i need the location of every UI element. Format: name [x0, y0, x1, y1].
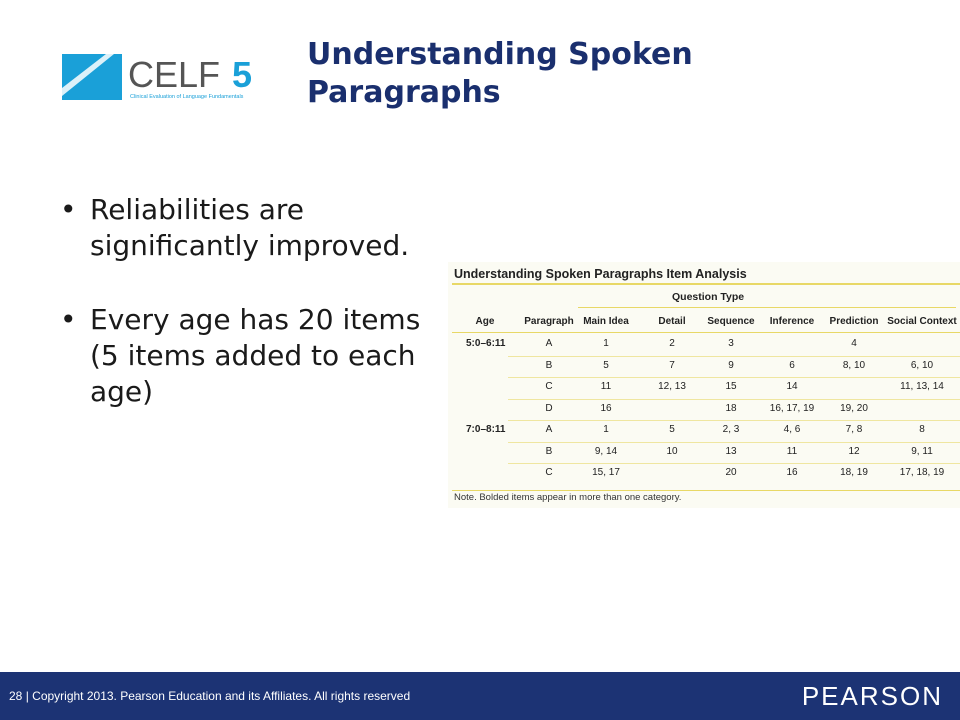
logo-wordmark: CELF: [128, 54, 220, 95]
row-divider: [508, 355, 960, 357]
column-header-main-idea: Main Idea: [583, 316, 629, 327]
table-cell-prediction: 12: [848, 445, 860, 457]
table-cell-inference: 11: [786, 445, 798, 457]
table-cell-main-idea: 1: [603, 424, 609, 435]
row-divider: [508, 463, 960, 464]
table-cell-social-context: 17, 18, 19: [899, 467, 945, 478]
table-cell-main-idea: 15, 17: [592, 467, 620, 478]
celf5-logo-graphic: CELF 5 Clinical Evaluation of Language F…: [62, 54, 252, 100]
table-cell-paragraph: B: [545, 445, 553, 457]
row-divider: [508, 441, 960, 443]
table-title: Understanding Spoken Paragraphs Item Ana…: [454, 267, 747, 281]
table-cell-sequence: 3: [728, 338, 734, 349]
bullet-item: • Reliabilities are significantly improv…: [58, 192, 428, 264]
table-cell-sequence: 20: [725, 467, 737, 478]
table-cell-paragraph: C: [545, 381, 553, 392]
table-cell-detail: 10: [666, 445, 678, 457]
bullet-text: Reliabilities are significantly improved…: [90, 193, 410, 262]
pearson-logo: PEARSON: [801, 681, 943, 711]
table-cell-prediction: 19, 20: [840, 402, 868, 414]
table-cell-inference: 16, 17, 19: [769, 402, 815, 414]
column-header-social-context: Social Context: [887, 316, 957, 327]
table-cell-main-idea: 9, 14: [594, 445, 618, 457]
footer-copyright: 28 | Copyright 2013. Pearson Education a…: [9, 689, 410, 703]
table-cell-paragraph: A: [545, 424, 553, 435]
table-cell-inference: 14: [786, 381, 798, 392]
item-analysis-table: Understanding Spoken Paragraphs Item Ana…: [448, 262, 960, 508]
table-cell-inference: 16: [786, 467, 798, 478]
table-cell-inference: 4, 6: [783, 424, 801, 435]
table-cell-main-idea: 1: [603, 338, 609, 349]
table-cell-detail: 12, 13: [658, 381, 686, 392]
column-header-detail: Detail: [658, 316, 686, 327]
column-header-inference: Inference: [769, 316, 815, 327]
table-cell-social-context: 9, 11: [911, 445, 933, 457]
table-cell-prediction: 7, 8: [845, 424, 863, 435]
table-cell-prediction: 8, 10: [842, 359, 866, 371]
bullet-icon: •: [60, 303, 77, 336]
celf5-logo: CELF 5 Clinical Evaluation of Language F…: [62, 52, 267, 104]
copyright-text: | Copyright 2013. Pearson Education and …: [25, 689, 411, 703]
column-header-paragraph: Paragraph: [524, 316, 574, 327]
slide-title: Understanding Spoken Paragraphs: [307, 37, 693, 110]
table-cell-age: 5:0–6:11: [466, 338, 506, 349]
table-cell-sequence: 15: [725, 381, 737, 392]
row-divider: [508, 420, 960, 421]
column-header-age: Age: [475, 316, 495, 327]
table-cell-detail: 5: [669, 424, 675, 435]
table-cell-prediction: 4: [851, 338, 857, 349]
table-cell-paragraph: B: [545, 359, 553, 371]
bullet-list: • Reliabilities are significantly improv…: [58, 192, 428, 448]
table-cell-sequence: 18: [725, 402, 737, 414]
row-divider: [508, 377, 960, 378]
column-header-prediction: Prediction: [829, 316, 879, 327]
bullet-icon: •: [60, 193, 77, 226]
table-rule: [452, 490, 960, 491]
table-cell-main-idea: 16: [600, 402, 612, 414]
table-cell-social-context: 6, 10: [910, 359, 934, 371]
logo-tagline: Clinical Evaluation of Language Fundamen…: [130, 94, 244, 100]
table-cell-prediction: 18, 19: [840, 467, 868, 478]
table-rule: [452, 283, 960, 285]
row-divider: [508, 398, 960, 400]
table-cell-main-idea: 5: [603, 359, 609, 371]
table-cell-age: 7:0–8:11: [466, 424, 506, 435]
table-cell-social-context: 11, 13, 14: [900, 381, 944, 392]
table-cell-detail: 7: [669, 359, 675, 371]
table-cell-sequence: 2, 3: [722, 424, 740, 435]
table-cell-paragraph: C: [545, 467, 553, 478]
table-cell-sequence: 9: [728, 359, 734, 371]
footer-bar: 28 | Copyright 2013. Pearson Education a…: [0, 672, 960, 720]
table-cell-social-context: 8: [919, 424, 925, 435]
bullet-text: Every age has 20 items (5 items added to…: [90, 303, 421, 408]
table-note: Note. Bolded items appear in more than o…: [454, 492, 682, 503]
question-type-header: Question Type: [672, 291, 745, 303]
column-header-sequence: Sequence: [707, 316, 755, 327]
table-rule: [578, 307, 956, 308]
table-cell-inference: 6: [789, 359, 795, 371]
table-cell-sequence: 13: [725, 445, 737, 457]
table-cell-paragraph: A: [545, 338, 553, 349]
table-cell-detail: 2: [669, 338, 675, 349]
page-number: 28: [9, 689, 23, 703]
table-cell-paragraph: D: [545, 402, 553, 414]
table-rule: [452, 332, 960, 333]
bullet-item: • Every age has 20 items (5 items added …: [58, 302, 428, 410]
table-cell-main-idea: 11: [600, 381, 612, 392]
logo-number: 5: [232, 54, 252, 95]
